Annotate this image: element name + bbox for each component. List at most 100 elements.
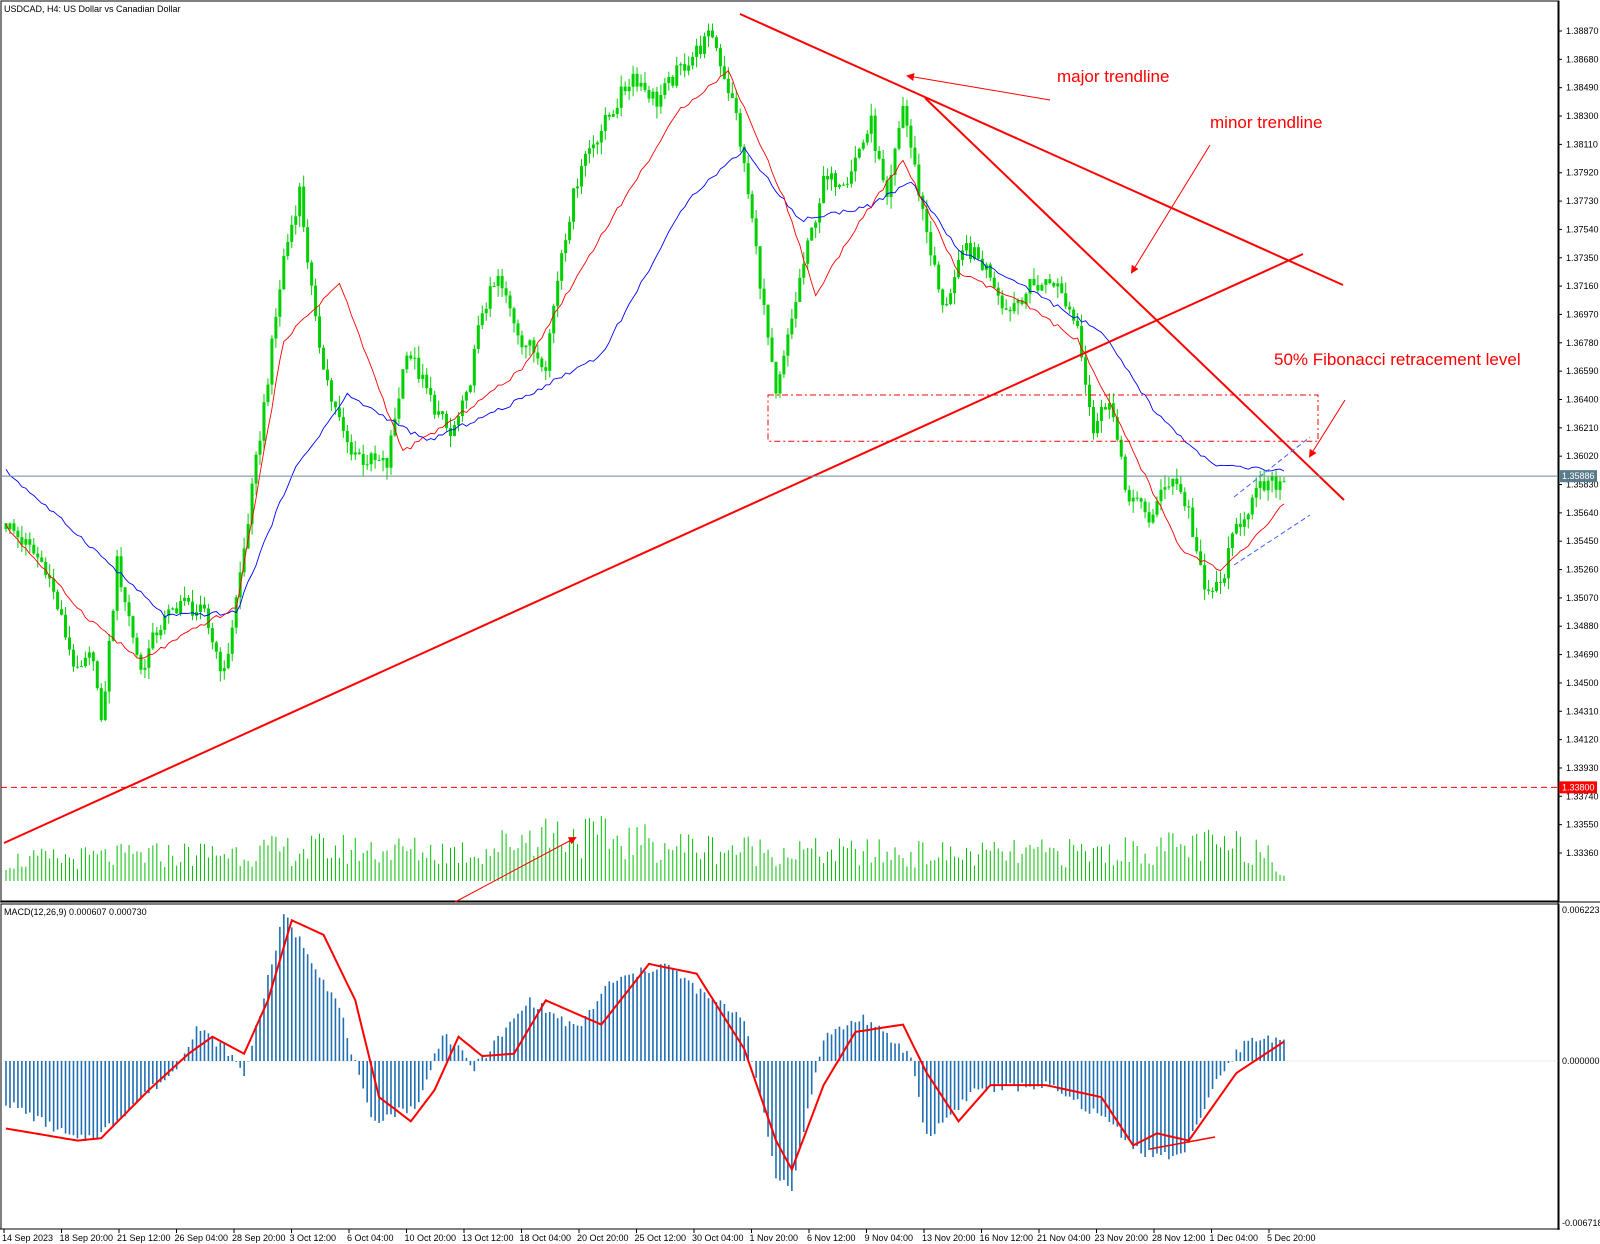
- candle-body: [460, 400, 464, 416]
- candle-body: [1076, 320, 1080, 326]
- time-axis-label: 14 Sep 2023: [2, 1233, 53, 1243]
- candle-body: [91, 652, 95, 662]
- candle-body: [794, 301, 798, 319]
- candle-body: [782, 355, 786, 375]
- candle-body: [1234, 523, 1238, 534]
- candle-body: [655, 91, 659, 107]
- time-axis-label: 6 Oct 04:00: [347, 1233, 394, 1243]
- price-axis-label: 1.34310: [1566, 706, 1599, 716]
- price-axis-label: 1.36590: [1566, 366, 1599, 376]
- candle-body: [564, 240, 568, 254]
- candle-body: [52, 578, 56, 592]
- candle-body: [1143, 501, 1147, 513]
- candle-body: [552, 305, 556, 334]
- candle-body: [298, 186, 302, 217]
- symbol-label: USDCAD, H4: US Dollar vs Canadian Dollar: [4, 4, 181, 14]
- slow-ma-line: [5, 147, 1285, 618]
- price-axis-label: 1.34500: [1566, 678, 1599, 688]
- candle-body: [1115, 417, 1119, 440]
- macd-divergence-line: [1149, 1136, 1216, 1150]
- fast-ma-line: [5, 69, 1285, 659]
- candle-body: [544, 367, 548, 371]
- candle-body: [24, 539, 28, 545]
- candle-body: [806, 240, 810, 264]
- price-axis-label: 1.38870: [1566, 26, 1599, 36]
- candle-body: [198, 604, 202, 613]
- rising-trendline[interactable]: [3, 253, 1304, 844]
- candle-body: [615, 107, 619, 115]
- candle-body: [964, 243, 968, 251]
- candle-body: [516, 323, 520, 336]
- candle-body: [12, 523, 16, 531]
- candle-body: [548, 333, 552, 371]
- candle-body: [699, 45, 703, 54]
- candle-body: [155, 632, 159, 636]
- candle-body: [1032, 279, 1036, 286]
- candle-body: [1171, 478, 1175, 487]
- candle-body: [337, 407, 341, 418]
- candle-body: [790, 318, 794, 335]
- price-axis-label: 1.36970: [1566, 309, 1599, 319]
- candle-body: [206, 608, 210, 629]
- candle-body: [64, 614, 68, 638]
- candle-body: [250, 483, 254, 524]
- candle-body: [810, 227, 814, 241]
- price-candles: [4, 23, 1286, 723]
- candle-body: [123, 587, 127, 603]
- candle-body: [175, 608, 179, 614]
- candle-body: [627, 86, 631, 92]
- candle-body: [500, 275, 504, 289]
- candle-body: [651, 91, 655, 99]
- time-axis-label: 13 Nov 20:00: [922, 1233, 976, 1243]
- candle-body: [691, 56, 695, 66]
- candle-body: [195, 612, 199, 616]
- candle-body: [707, 30, 711, 37]
- candle-body: [1024, 293, 1028, 304]
- price-axis-label: 1.33550: [1566, 820, 1599, 830]
- candle-body: [893, 148, 897, 176]
- candle-body: [147, 648, 151, 668]
- candle-body: [822, 176, 826, 204]
- candle-body: [1103, 407, 1107, 410]
- major-trendline[interactable]: [739, 13, 1344, 286]
- candle-body: [385, 458, 389, 468]
- candle-body: [20, 537, 24, 545]
- candle-body: [183, 597, 187, 601]
- candle-body: [429, 388, 433, 395]
- candle-body: [1250, 497, 1254, 515]
- channel-upper-line[interactable]: [1233, 436, 1311, 498]
- candle-body: [667, 76, 671, 84]
- time-axis-label: 5 Dec 20:00: [1267, 1233, 1316, 1243]
- fibonacci-zone-box[interactable]: [767, 394, 1319, 442]
- time-axis-label: 1 Dec 04:00: [1210, 1233, 1259, 1243]
- candle-body: [310, 262, 314, 286]
- candle-body: [1246, 514, 1250, 520]
- channel-lower-line[interactable]: [1233, 514, 1311, 566]
- candle-body: [60, 609, 64, 615]
- candle-body: [488, 286, 492, 309]
- candle-body: [524, 345, 528, 348]
- candle-body: [1056, 283, 1060, 287]
- candle-body: [115, 556, 119, 611]
- current-price-text: 1.35886: [1562, 471, 1595, 481]
- time-axis-label: 20 Oct 20:00: [577, 1233, 629, 1243]
- candle-body: [1175, 478, 1179, 485]
- candle-body: [1266, 480, 1270, 491]
- candle-body: [774, 361, 778, 394]
- price-axis-label: 1.34120: [1566, 735, 1599, 745]
- price-axis-label: 1.37540: [1566, 224, 1599, 234]
- candle-body: [472, 349, 476, 386]
- candle-body: [1183, 492, 1187, 507]
- candle-body: [1084, 357, 1088, 385]
- candle-body: [341, 417, 345, 431]
- candle-body: [925, 208, 929, 233]
- candle-body: [103, 691, 107, 720]
- candle-body: [798, 277, 802, 302]
- candle-body: [401, 369, 405, 399]
- candle-body: [333, 401, 337, 408]
- volume-bars: [5, 816, 1285, 881]
- minor-trendline[interactable]: [924, 97, 1345, 501]
- candle-body: [83, 657, 87, 667]
- price-axis-label: 1.33740: [1566, 791, 1599, 801]
- candle-body: [329, 380, 333, 402]
